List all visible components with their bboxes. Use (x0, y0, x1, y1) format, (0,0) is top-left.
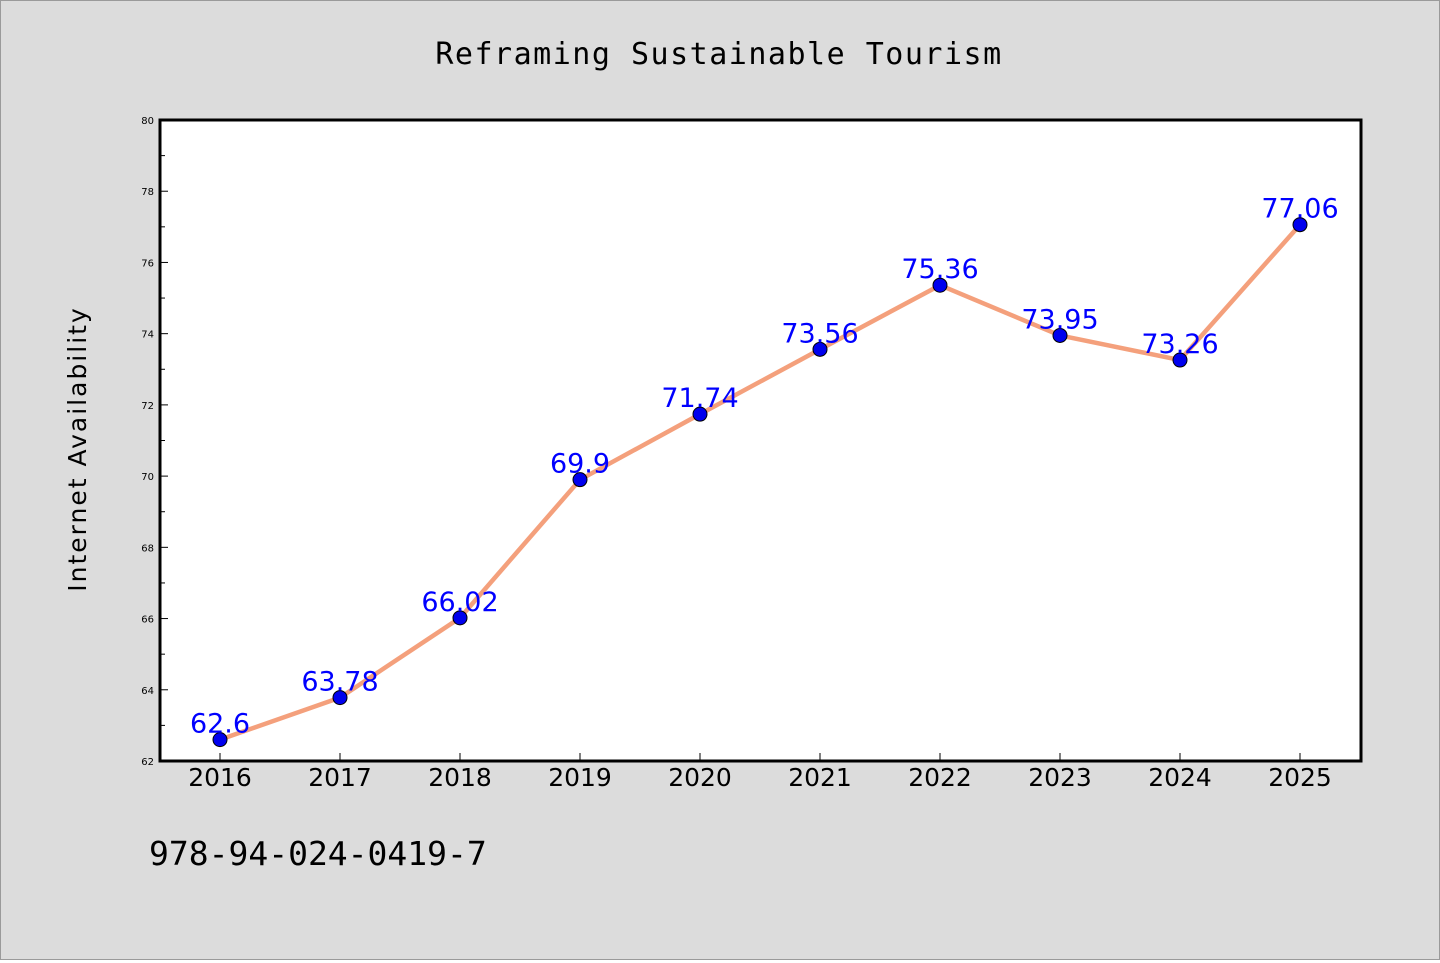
x-tick-label: 2016 (188, 763, 252, 792)
y-tick-label: 74 (141, 330, 154, 341)
data-label: 73.95 (1021, 304, 1098, 335)
y-tick-label: 62 (141, 757, 154, 768)
x-tick-label: 2019 (548, 763, 612, 792)
y-tick-label: 76 (141, 258, 154, 269)
y-tick-label: 78 (141, 187, 154, 198)
series-line (217, 222, 1303, 742)
data-label: 62.6 (190, 709, 250, 740)
y-tick-label: 64 (141, 686, 154, 697)
data-label: 73.26 (1141, 329, 1218, 360)
data-point (932, 277, 948, 293)
x-tick-label: 2017 (308, 763, 372, 792)
plot-area (160, 120, 1361, 761)
y-tick-label: 68 (141, 543, 154, 554)
data-labels: 62.6 63.78 66.02 69.9 71.74 73.56 75.36 73.95 73… (190, 194, 1339, 740)
y-axis-label: Internet Availability (63, 306, 92, 591)
data-point (1292, 217, 1308, 233)
x-tick-label: 2020 (668, 763, 732, 792)
y-tick-label: 80 (141, 116, 154, 127)
x-tick-label: 2018 (428, 763, 492, 792)
data-label: 63.78 (301, 667, 378, 698)
x-tick-label: 2023 (1028, 763, 1092, 792)
data-point (212, 732, 228, 748)
data-label: 71.74 (661, 383, 738, 414)
plot-frame (158, 118, 1363, 763)
y-tick-label: 72 (141, 401, 154, 412)
data-point (332, 690, 348, 706)
isbn-footer: 978-94-024-0419-7 (149, 834, 487, 873)
x-tick-label: 2024 (1148, 763, 1212, 792)
data-label: 69.9 (550, 449, 610, 480)
x-tick-label: 2022 (908, 763, 972, 792)
x-tick-label: 2025 (1268, 763, 1332, 792)
data-label: 73.56 (781, 318, 858, 349)
data-point (452, 610, 468, 626)
y-tick-label: 70 (141, 472, 154, 483)
data-point (1172, 352, 1188, 368)
data-label: 66.02 (421, 587, 498, 618)
data-point (572, 472, 588, 488)
data-point (692, 406, 708, 422)
data-point (1052, 327, 1068, 343)
data-label: 75.36 (901, 254, 978, 285)
x-axis-ticks: 2016 2017 2018 2019 2020 2021 2022 2023 2024 2025 (188, 753, 1332, 792)
data-markers (212, 217, 1308, 748)
chart-title: Reframing Sustainable Tourism (435, 37, 1002, 72)
data-label: 77.06 (1261, 194, 1338, 225)
data-point (812, 341, 828, 357)
x-tick-label: 2021 (788, 763, 852, 792)
y-tick-label: 66 (141, 615, 154, 626)
